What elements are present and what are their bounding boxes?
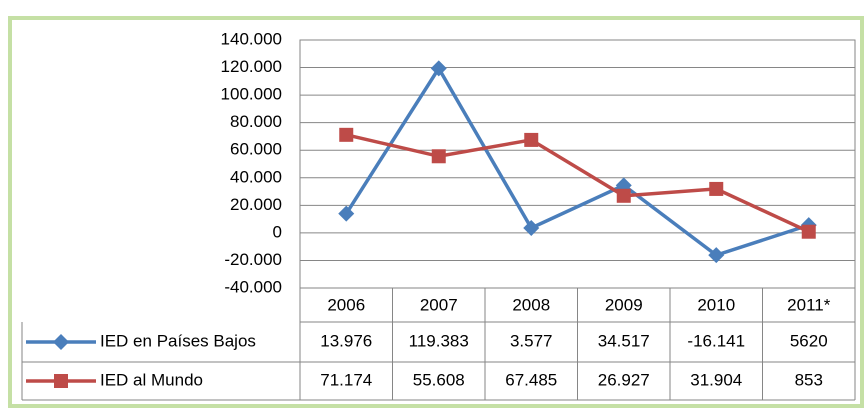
marker (431, 149, 446, 164)
table-value: 31.904 (690, 370, 742, 389)
marker (708, 247, 725, 264)
table-value: 26.927 (598, 370, 650, 389)
x-tick-label: 2009 (605, 295, 643, 314)
table-value: 3.577 (510, 331, 553, 350)
marker (801, 224, 816, 239)
x-tick-label: 2006 (327, 295, 365, 314)
table-value: 34.517 (598, 331, 650, 350)
table-value: 71.174 (320, 370, 372, 389)
x-tick-label: 2011* (787, 295, 831, 314)
x-tick-label: 2007 (420, 295, 458, 314)
marker (53, 334, 69, 350)
table-value: 55.608 (413, 370, 465, 389)
marker (524, 132, 539, 147)
marker (54, 374, 68, 388)
marker (430, 60, 447, 77)
series-line (345, 133, 810, 234)
table-value: -16.141 (687, 331, 745, 350)
y-tick-label: 0 (273, 222, 282, 241)
table-value: 67.485 (505, 370, 557, 389)
marker (338, 205, 355, 222)
marker (709, 181, 724, 196)
y-tick-label: -40.000 (224, 277, 282, 296)
legend-label: IED al Mundo (100, 370, 203, 389)
x-tick-label: 2008 (512, 295, 550, 314)
marker (523, 219, 540, 236)
table-value: 853 (795, 370, 823, 389)
table-value: 119.383 (409, 331, 469, 350)
marker (339, 127, 354, 142)
y-tick-label: -20.000 (224, 250, 282, 269)
series-line (344, 65, 810, 258)
y-tick-label: 80.000 (230, 112, 282, 131)
table-value: 5620 (790, 331, 828, 350)
frame (8, 16, 864, 408)
x-tick-label: 2010 (697, 295, 735, 314)
y-tick-label: 140.000 (221, 29, 282, 48)
y-tick-label: 20.000 (230, 195, 282, 214)
marker (616, 188, 631, 203)
y-tick-label: 60.000 (230, 140, 282, 159)
table-value: 13.976 (320, 331, 372, 350)
y-tick-label: 40.000 (230, 167, 282, 186)
legend-label: IED en Países Bajos (100, 331, 256, 350)
y-tick-label: 100.000 (221, 85, 282, 104)
y-tick-label: 120.000 (221, 57, 282, 76)
